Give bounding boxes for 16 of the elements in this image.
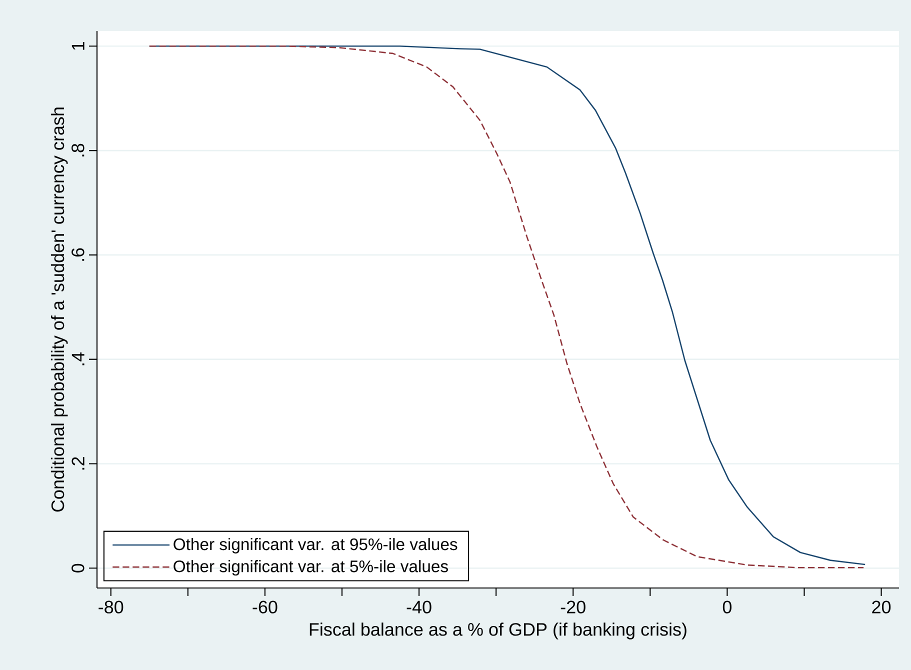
x-tick-label: -40 bbox=[406, 600, 432, 614]
x-tick-label: -20 bbox=[560, 600, 586, 614]
x-tick-label: -80 bbox=[98, 600, 124, 614]
y-tick-label: .4 bbox=[72, 352, 84, 366]
x-axis-title: Fiscal balance as a % of GDP (if banking crisis) bbox=[310, 622, 686, 640]
y-axis-title: Conditional probability of a 'sudden' currency crash bbox=[50, 108, 68, 512]
x-tick-label: 0 bbox=[722, 600, 732, 614]
y-tick-label: 0 bbox=[72, 564, 84, 572]
y-tick-label: .2 bbox=[72, 457, 84, 470]
x-tick-label: 20 bbox=[872, 600, 891, 614]
y-tick-label: 1 bbox=[72, 42, 84, 50]
y-tick-label: .8 bbox=[72, 144, 84, 156]
legend-label: Other significant var. at 95%-ile values bbox=[174, 538, 458, 554]
y-tick-label: .6 bbox=[72, 248, 84, 261]
legend-label: Other significant var. at 5%-ile values bbox=[174, 560, 448, 576]
x-tick-label: -60 bbox=[252, 600, 278, 614]
